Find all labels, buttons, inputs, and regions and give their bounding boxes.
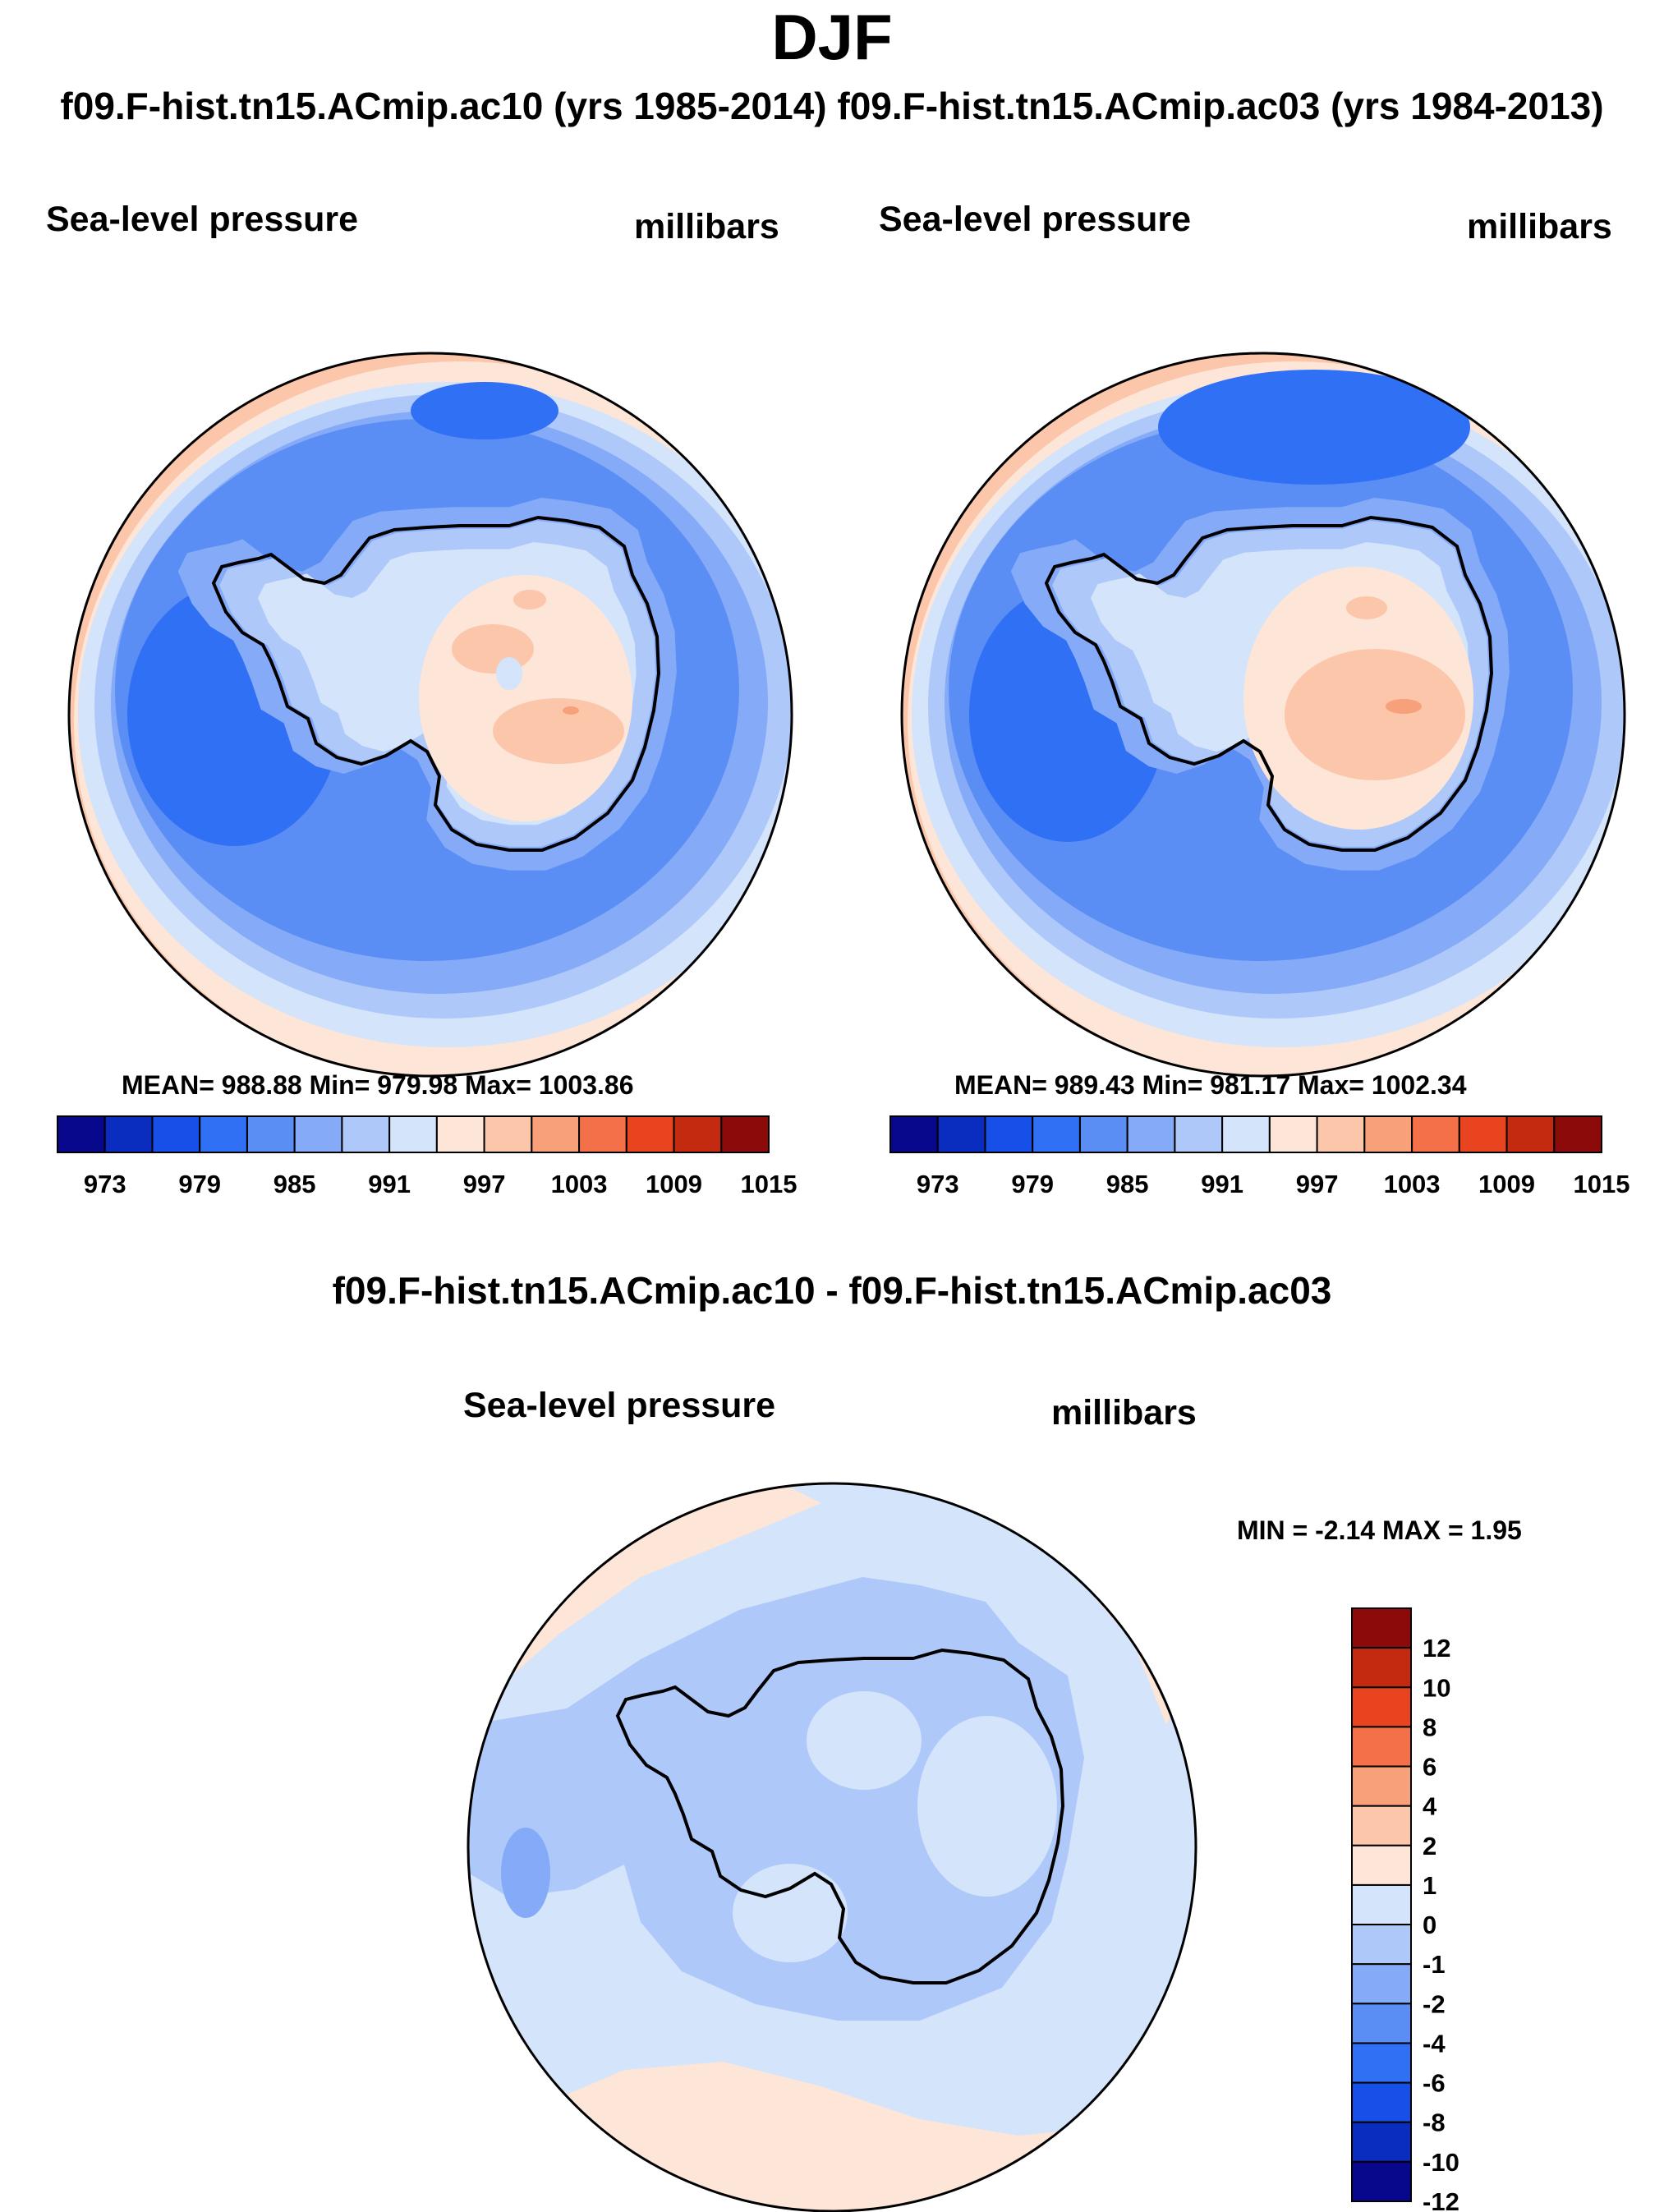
panel1-field-title: Sea-level pressure [46,200,359,239]
diff-stats: MIN = -2.14 MAX = 1.95 [1237,1515,1522,1545]
colorbar-box [103,1115,154,1153]
colorbar-box [1351,1844,1412,1886]
panel1-units: millibars [634,207,779,246]
colorbar-box [1174,1115,1224,1153]
colorbar-tick-label: 1003 [551,1170,608,1198]
colorbar-box [720,1115,770,1153]
colorbar-tick-label: 1015 [1574,1170,1630,1198]
colorbar-tick-label: 997 [1296,1170,1339,1198]
difference-title: f09.F-hist.tn15.ACmip.ac10 - f09.F-hist.… [332,1269,1332,1312]
colorbar-box [435,1115,485,1153]
colorbar-tick-label: -2 [1423,1989,1446,2018]
colorbar-tick-label: 973 [917,1170,959,1198]
diff-field-title: Sea-level pressure [463,1386,776,1425]
colorbar-box [1351,1647,1412,1689]
colorbar-tick-label: 979 [1011,1170,1054,1198]
colorbar-tick-label: 1015 [741,1170,798,1198]
map-panel-1 [69,353,792,1076]
colorbar-box [246,1115,296,1153]
colorbar-tick-label: 991 [1201,1170,1243,1198]
panel2-stats: MEAN= 989.43 Min= 981.17 Max= 1002.34 [954,1070,1467,1100]
colorbar-tick-label: 1 [1423,1871,1436,1900]
colorbar-box [388,1115,438,1153]
panel1-stats: MEAN= 988.88 Min= 979.98 Max= 1003.86 [122,1070,634,1100]
colorbar-box [1351,1924,1412,1966]
panel2-units: millibars [1467,207,1612,246]
colorbar-box [1553,1115,1603,1153]
colorbar-box [1078,1115,1128,1153]
map-border-diff [467,1482,1197,2212]
colorbar-box [1351,1686,1412,1728]
colorbar-box [1351,2121,1412,2163]
colorbar-box [1351,2042,1412,2084]
colorbar-box [1351,1963,1412,2005]
colorbar-box [1316,1115,1366,1153]
colorbar-tick-label: 985 [274,1170,316,1198]
colorbar-tick-label: 8 [1423,1713,1436,1741]
colorbar-box [199,1115,248,1153]
colorbar-tick-label: 2 [1423,1832,1436,1860]
colorbar-box [1363,1115,1413,1153]
colorbar-tick-label: -8 [1423,2109,1446,2137]
colorbar-tick-label: 10 [1423,1673,1450,1702]
colorbar-box [1351,1805,1412,1846]
case-titles: f09.F-hist.tn15.ACmip.ac10 (yrs 1985-201… [60,85,1604,127]
colorbar-box [984,1115,1034,1153]
colorbar-box [936,1115,986,1153]
colorbar-box [1351,1765,1412,1807]
colorbar-box [293,1115,343,1153]
colorbar-box [1505,1115,1556,1153]
colorbar-tick-label: 1003 [1384,1170,1441,1198]
colorbar-tick-label: -1 [1423,1950,1446,1979]
colorbar-box [341,1115,391,1153]
colorbar-tick-label: -10 [1423,2148,1459,2177]
colorbar-box [1411,1115,1460,1153]
colorbar-box [1351,2160,1412,2203]
colorbar-box [531,1115,581,1153]
colorbar-panel-1: 973 979 985 991 997 1003 1009 1015 [57,1115,798,1198]
colorbar-box [1126,1115,1176,1153]
colorbar-tick-label: 973 [84,1170,126,1198]
colorbar-box [889,1115,939,1153]
colorbar-box [1351,1883,1412,1926]
colorbar-box [1351,2003,1412,2044]
colorbar-tick-label: 991 [368,1170,411,1198]
colorbar-box [673,1115,723,1153]
colorbar-box [151,1115,201,1153]
colorbar-tick-label: -4 [1423,2029,1446,2058]
colorbar-box [1351,1607,1412,1649]
colorbar-box [1268,1115,1318,1153]
colorbar-tick-label: -12 [1423,2187,1459,2212]
colorbar-box [483,1115,533,1153]
colorbar-box [625,1115,675,1153]
colorbar-tick-label: 6 [1423,1753,1436,1782]
colorbar-box [1351,1726,1412,1768]
map-panel-2 [902,353,1625,1076]
map-panel-diff [468,1483,1196,2211]
map-border-1 [67,352,793,1078]
colorbar-box [578,1115,627,1153]
colorbar-tick-label: 985 [1106,1170,1149,1198]
map-border-2 [900,352,1626,1078]
colorbar-tick-label: 0 [1423,1911,1436,1939]
colorbar-box [1221,1115,1271,1153]
main-title: DJF [771,1,893,73]
colorbar-tick-label: 997 [463,1170,506,1198]
colorbar-box [1458,1115,1508,1153]
colorbar-tick-label: -6 [1423,2069,1446,2098]
colorbar-tick-label: 1009 [1478,1170,1535,1198]
colorbar-tick-label: 4 [1423,1792,1437,1821]
colorbar-box [1032,1115,1081,1153]
diff-units: millibars [1051,1393,1197,1433]
panel2-field-title: Sea-level pressure [879,200,1192,239]
colorbar-box [57,1115,106,1153]
colorbar-tick-label: 979 [178,1170,221,1198]
colorbar-tick-label: 12 [1423,1634,1450,1662]
colorbar-box [1351,2081,1412,2123]
colorbar-panel-2: 973 979 985 991 997 1003 1009 1015 [889,1115,1630,1198]
colorbar-tick-label: 1009 [646,1170,702,1198]
